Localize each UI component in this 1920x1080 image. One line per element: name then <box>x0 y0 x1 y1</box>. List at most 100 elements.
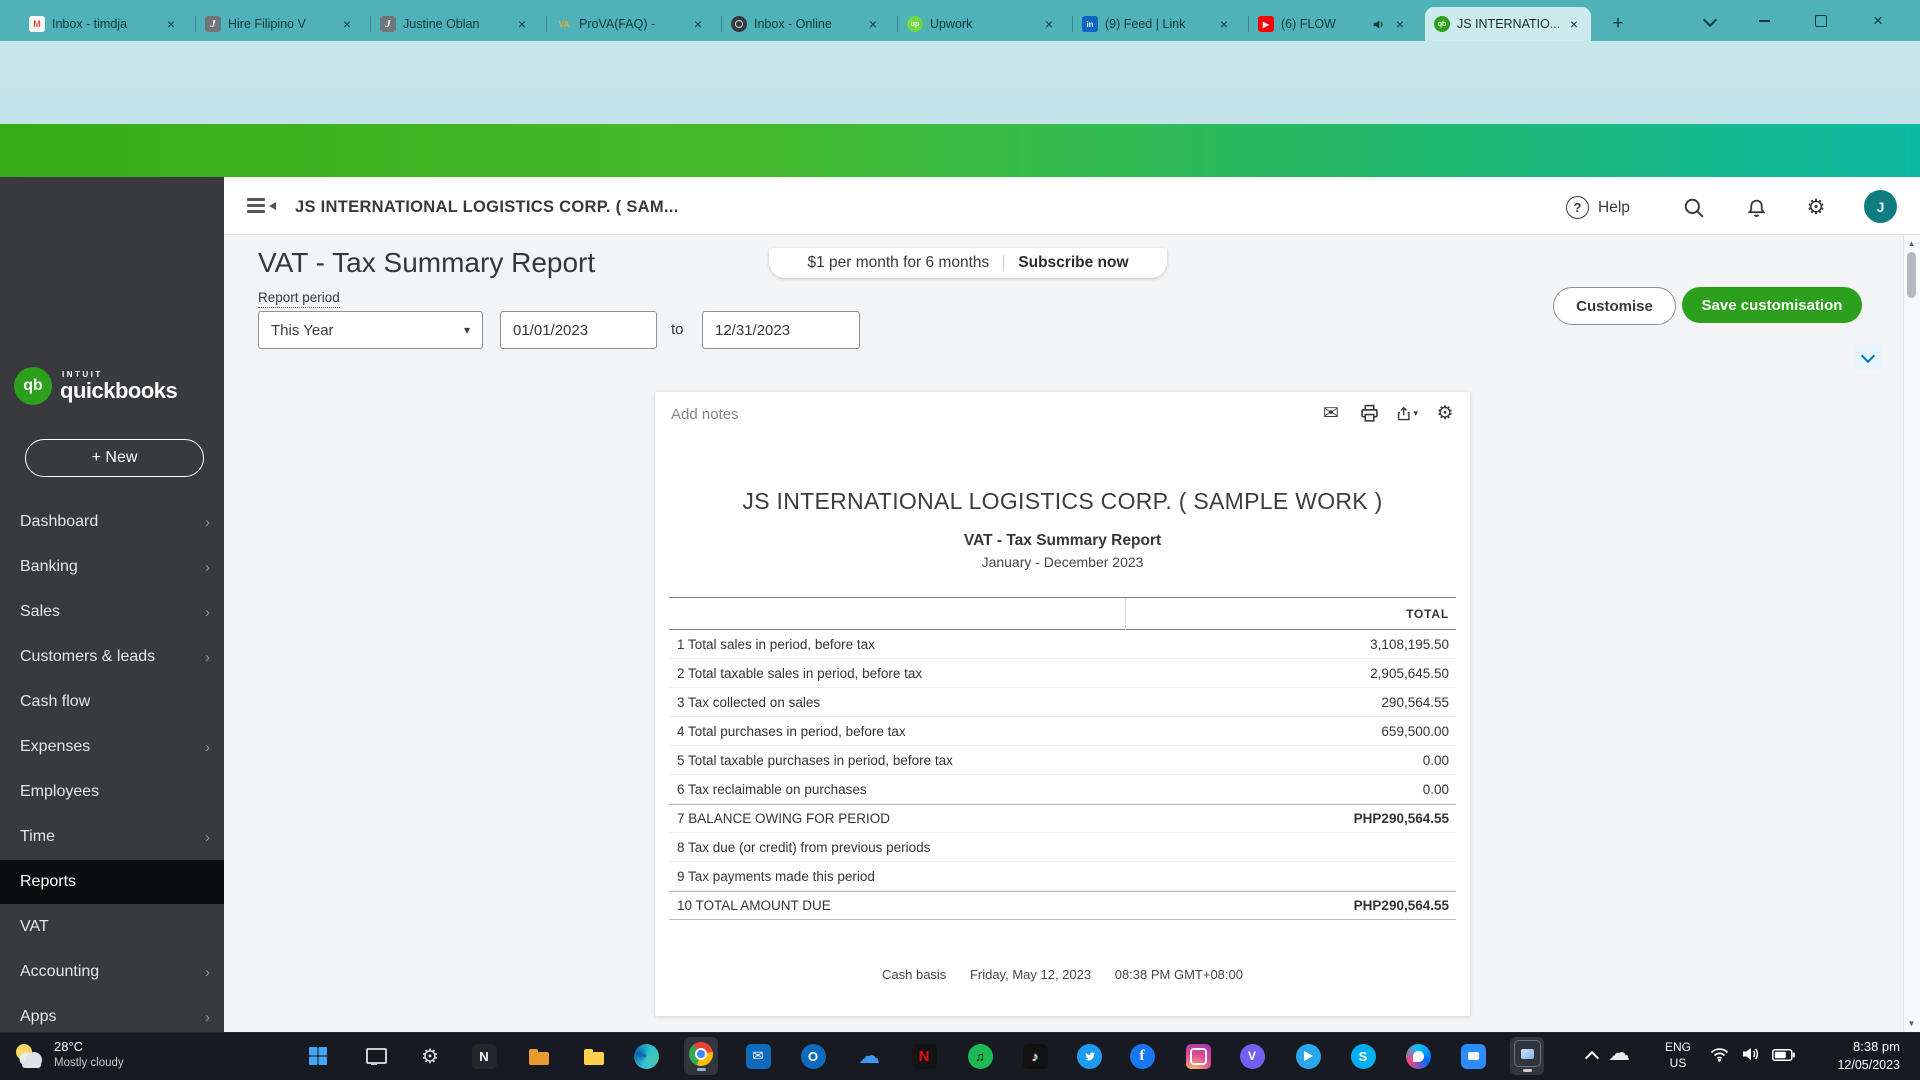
weather-description[interactable]: Mostly cloudy <box>54 1057 124 1069</box>
start-button[interactable] <box>301 1037 335 1075</box>
report-period-select[interactable]: This Year ▾ <box>258 311 483 349</box>
tab-close-icon[interactable]: × <box>166 16 176 32</box>
report-settings-gear-icon[interactable]: ⚙ <box>1436 402 1454 424</box>
tab-close-icon[interactable]: × <box>868 16 878 32</box>
tab-close-icon[interactable]: × <box>1395 16 1405 32</box>
sidebar-item-vat[interactable]: VAT <box>20 918 49 935</box>
instagram-icon[interactable] <box>1181 1037 1215 1075</box>
sidebar-item-time[interactable]: Time › <box>20 828 210 846</box>
tab-close-icon[interactable]: × <box>342 16 352 32</box>
battery-icon[interactable] <box>1772 1049 1795 1061</box>
browser-tab-hire-filipino[interactable]: J Hire Filipino V × <box>195 7 364 41</box>
chrome-icon[interactable] <box>684 1037 718 1075</box>
window-minimize-button[interactable] <box>1744 8 1784 34</box>
messenger-icon[interactable] <box>1401 1037 1435 1075</box>
browser-tab-quickbooks-active[interactable]: qb JS INTERNATIO... × <box>1425 7 1591 41</box>
sidebar-item-customers-leads[interactable]: Customers & leads › <box>20 648 210 666</box>
tray-show-hidden-icon[interactable] <box>1575 1037 1609 1075</box>
window-maximize-button[interactable] <box>1801 8 1841 34</box>
sidebar-item-accounting[interactable]: Accounting › <box>20 963 210 981</box>
wifi-icon[interactable] <box>1710 1047 1729 1062</box>
viber-icon[interactable]: V <box>1235 1037 1269 1075</box>
tab-search-icon[interactable] <box>1690 8 1730 34</box>
weather-temperature[interactable]: 28°C <box>54 1039 84 1054</box>
site-dark-icon <box>731 16 747 32</box>
skype-icon[interactable]: S <box>1346 1037 1380 1075</box>
print-icon[interactable] <box>1358 402 1380 424</box>
volume-icon[interactable] <box>1742 1046 1760 1062</box>
sidebar-item-apps[interactable]: Apps › <box>20 1008 210 1026</box>
sidebar-item-reports[interactable]: Reports <box>0 860 224 904</box>
documents-folder-icon[interactable] <box>522 1037 556 1075</box>
date-to-input[interactable] <box>702 311 860 349</box>
browser-tab-gmail-inbox[interactable]: M Inbox - timdja × <box>20 7 188 41</box>
mail-icon[interactable]: ✉ <box>741 1037 775 1075</box>
sidebar-item-employees[interactable]: Employees <box>20 783 100 800</box>
taskbar-clock[interactable]: 8:38 pm 12/05/2023 <box>1800 1038 1900 1074</box>
tab-close-icon[interactable]: × <box>1044 16 1054 32</box>
desktop-monitor-icon[interactable] <box>359 1037 393 1075</box>
customise-button[interactable]: Customise <box>1553 287 1676 325</box>
scrollbar-thumb[interactable] <box>1907 252 1916 298</box>
netflix-icon[interactable]: N <box>907 1037 941 1075</box>
browser-tab-justine[interactable]: J Justine Oblan × <box>370 7 539 41</box>
zoom-icon[interactable] <box>1456 1037 1490 1075</box>
settings-gear-taskbar-icon[interactable]: ⚙ <box>421 1045 439 1068</box>
notepad-icon[interactable]: N <box>467 1037 501 1075</box>
sidebar-item-dashboard[interactable]: Dashboard › <box>20 513 210 531</box>
windows-taskbar <box>0 1032 1920 1080</box>
telegram-icon[interactable] <box>1291 1037 1325 1075</box>
sidebar-item-expenses[interactable]: Expenses › <box>20 738 210 756</box>
scroll-down-icon[interactable]: ▼ <box>1907 1019 1916 1028</box>
weather-icon[interactable] <box>10 1038 46 1074</box>
tiktok-icon[interactable]: ♪ <box>1018 1037 1052 1075</box>
add-notes-link[interactable]: Add notes <box>671 406 739 423</box>
report-footer: Cash basis Friday, May 12, 2023 08:38 PM… <box>655 967 1470 982</box>
email-envelope-icon[interactable]: ✉ <box>1323 402 1339 424</box>
browser-tab-upwork[interactable]: up Upwork × <box>897 7 1066 41</box>
collapse-panel-chevron-icon[interactable] <box>1854 344 1882 370</box>
user-avatar[interactable]: J <box>1864 190 1897 223</box>
new-tab-button[interactable]: + <box>1612 13 1624 34</box>
open-app-indicator <box>1522 1069 1532 1072</box>
help-question-icon[interactable]: ? <box>1566 196 1589 219</box>
save-customisation-button[interactable]: Save customisation <box>1682 287 1862 323</box>
help-link[interactable]: Help <box>1598 199 1630 216</box>
sidebar-item-cash-flow[interactable]: Cash flow <box>20 693 91 710</box>
promo-banner: $1 per month for 6 months Subscribe now <box>0 124 1920 278</box>
spotify-icon[interactable]: ♫ <box>963 1037 997 1075</box>
subscribe-now-link[interactable]: Subscribe now <box>1018 254 1129 271</box>
file-explorer-icon[interactable] <box>577 1037 611 1075</box>
sidebar-item-banking[interactable]: Banking › <box>20 558 210 576</box>
language-indicator[interactable]: ENG US <box>1664 1040 1691 1070</box>
facebook-icon[interactable]: f <box>1125 1037 1159 1075</box>
twitter-icon[interactable] <box>1072 1037 1106 1075</box>
date-from-input[interactable] <box>500 311 657 349</box>
window-close-button[interactable]: × <box>1873 11 1883 30</box>
outlook-icon[interactable]: O <box>796 1037 830 1075</box>
scroll-up-icon[interactable]: ▲ <box>1907 239 1916 248</box>
browser-tab-youtube-flow[interactable]: ▶ (6) FLOW × <box>1248 7 1417 41</box>
table-header-row: TOTAL <box>669 597 1456 630</box>
tab-close-icon[interactable]: × <box>1219 16 1229 32</box>
browser-tab-inbox-online[interactable]: Inbox - Online × <box>721 7 890 41</box>
browser-tab-prova[interactable]: VA ProVA(FAQ) - × <box>546 7 715 41</box>
hamburger-menu-icon[interactable] <box>247 198 277 214</box>
vertical-scrollbar[interactable] <box>1903 235 1920 1032</box>
new-button[interactable]: + New <box>25 439 204 477</box>
edge-icon[interactable] <box>629 1037 663 1075</box>
tab-close-icon[interactable]: × <box>517 16 527 32</box>
onedrive-icon[interactable]: ☁ <box>858 1043 880 1068</box>
sidebar-item-sales[interactable]: Sales › <box>20 603 210 621</box>
tab-audio-icon[interactable] <box>1372 18 1385 31</box>
tab-close-icon[interactable]: × <box>1569 16 1579 32</box>
tab-close-icon[interactable]: × <box>693 16 703 32</box>
search-icon[interactable] <box>1680 194 1708 222</box>
browser-tab-linkedin[interactable]: in (9) Feed | Link × <box>1072 7 1241 41</box>
screenshot-viewer-icon[interactable] <box>1510 1037 1544 1075</box>
onedrive-tray-cloud-icon[interactable]: ☁ <box>1608 1040 1630 1065</box>
export-icon[interactable]: ▾ <box>1396 402 1418 424</box>
settings-gear-icon[interactable]: ⚙ <box>1806 195 1826 219</box>
notifications-bell-icon[interactable] <box>1742 194 1770 222</box>
